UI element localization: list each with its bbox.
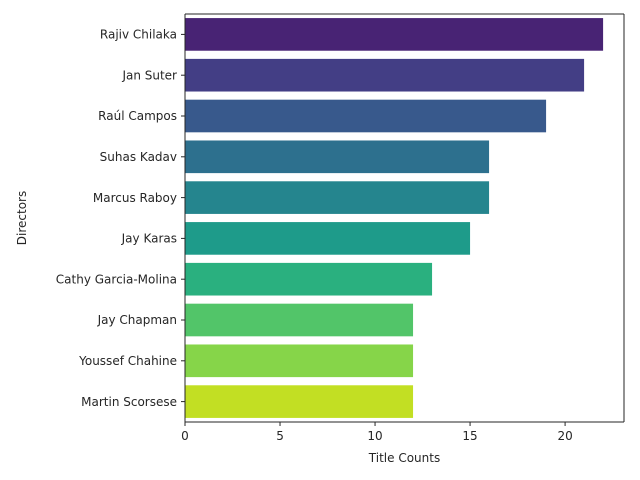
- y-tick-label-1: Rajiv Chilaka: [100, 28, 177, 42]
- x-axis-label: Title Counts: [368, 451, 440, 465]
- y-tick-label-8: Jay Chapman: [97, 313, 177, 327]
- y-tick-label-2: Jan Suter: [121, 68, 177, 82]
- y-tick-label-6: Jay Karas: [121, 232, 177, 246]
- bar-2: [185, 58, 585, 92]
- bar-1: [185, 18, 604, 51]
- y-tick-label-9: Youssef Chahine: [78, 354, 177, 368]
- bars-group: [185, 18, 604, 418]
- x-tick-label-5: 5: [276, 429, 284, 443]
- x-tick-label-15: 15: [462, 429, 477, 443]
- bar-9: [185, 344, 414, 378]
- x-tick-label-10: 10: [367, 429, 382, 443]
- y-tick-label-10: Martin Scorsese: [81, 395, 177, 409]
- bar-7: [185, 262, 433, 296]
- bar-8: [185, 303, 414, 337]
- y-tick-label-3: Raúl Campos: [98, 109, 177, 123]
- bar-6: [185, 222, 471, 255]
- y-axis-ticks: Rajiv Chilaka Jan Suter Raúl Campos Suhas K…: [56, 28, 185, 409]
- bar-3: [185, 99, 547, 133]
- x-axis-ticks: 0 5 10 15 20: [181, 422, 573, 443]
- bar-10: [185, 385, 414, 418]
- bar-4: [185, 140, 490, 174]
- bar-5: [185, 181, 490, 214]
- y-tick-label-5: Marcus Raboy: [93, 191, 177, 205]
- y-tick-label-7: Cathy Garcia-Molina: [56, 272, 177, 286]
- x-tick-label-0: 0: [181, 429, 189, 443]
- y-axis-label: Directors: [15, 191, 29, 245]
- y-tick-label-4: Suhas Kadav: [100, 150, 177, 164]
- x-tick-label-20: 20: [557, 429, 572, 443]
